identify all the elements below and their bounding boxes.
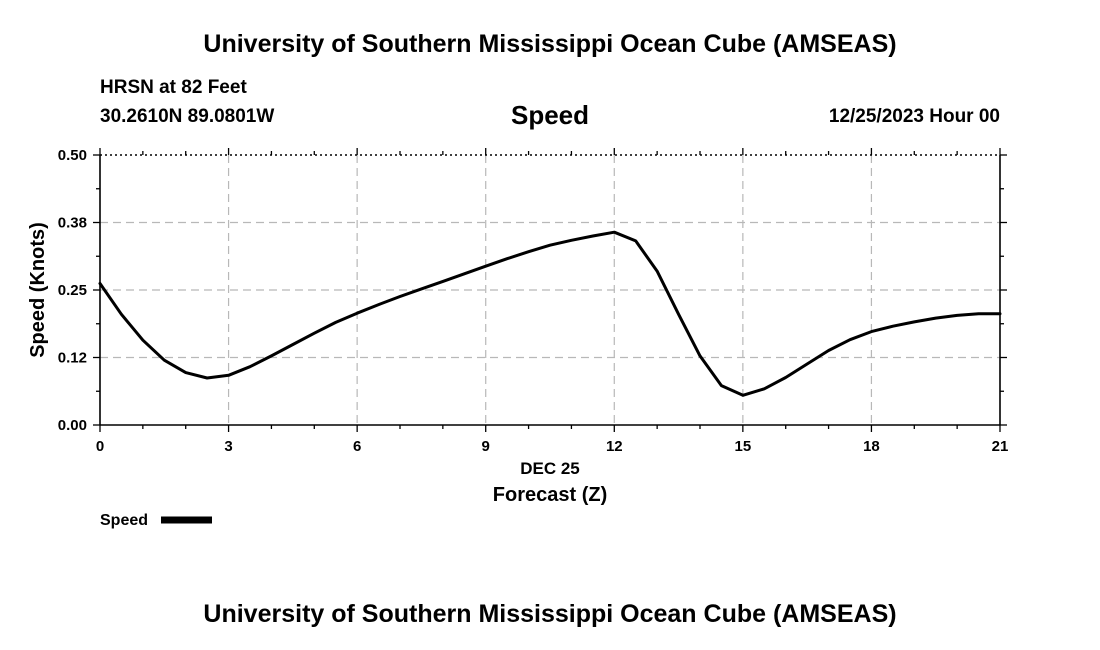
x-tick-label: 9 — [482, 438, 490, 455]
chart-title: Speed — [510, 100, 590, 130]
page-title: University of Southern Mississippi Ocean… — [203, 30, 897, 58]
grid-lines — [100, 155, 1000, 425]
x-tick-label: 21 — [992, 438, 1009, 455]
legend-label: Speed — [100, 512, 148, 529]
x-axis-sublabel: DEC 25 — [520, 459, 580, 478]
y-tick-label: 0.50 — [58, 147, 87, 164]
footer-title: University of Southern Mississippi Ocean… — [203, 600, 897, 628]
y-tick-label: 0.25 — [58, 282, 87, 299]
legend: Speed — [100, 512, 212, 529]
x-tick-label: 3 — [224, 438, 232, 455]
y-axis-label: Speed (Knots) — [27, 222, 49, 358]
y-tick-label: 0.38 — [58, 215, 87, 232]
series-layer — [98, 230, 1002, 397]
x-axis-label: Forecast (Z) — [493, 484, 607, 506]
tick-labels: 0 3 6 9 12 15 18 21 0.00 0.12 0.25 0.38 0.50 — [58, 147, 1009, 455]
x-tick-label: 12 — [606, 438, 623, 455]
x-tick-label: 0 — [96, 438, 104, 455]
series-line-speed — [98, 230, 1002, 397]
x-tick-label: 6 — [353, 438, 361, 455]
x-tick-label: 15 — [735, 438, 752, 455]
y-tick-label: 0.00 — [58, 417, 87, 434]
x-tick-label: 18 — [863, 438, 880, 455]
y-tick-label: 0.12 — [58, 350, 87, 367]
datetime-label: 12/25/2023 Hour 00 — [828, 106, 1000, 127]
station-label: HRSN at 82 Feet — [100, 77, 247, 98]
axes — [93, 148, 1007, 432]
coordinates-label: 30.2610N 89.0801W — [100, 106, 275, 127]
